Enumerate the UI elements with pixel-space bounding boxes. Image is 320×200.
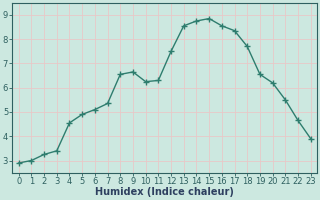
X-axis label: Humidex (Indice chaleur): Humidex (Indice chaleur) xyxy=(95,187,234,197)
